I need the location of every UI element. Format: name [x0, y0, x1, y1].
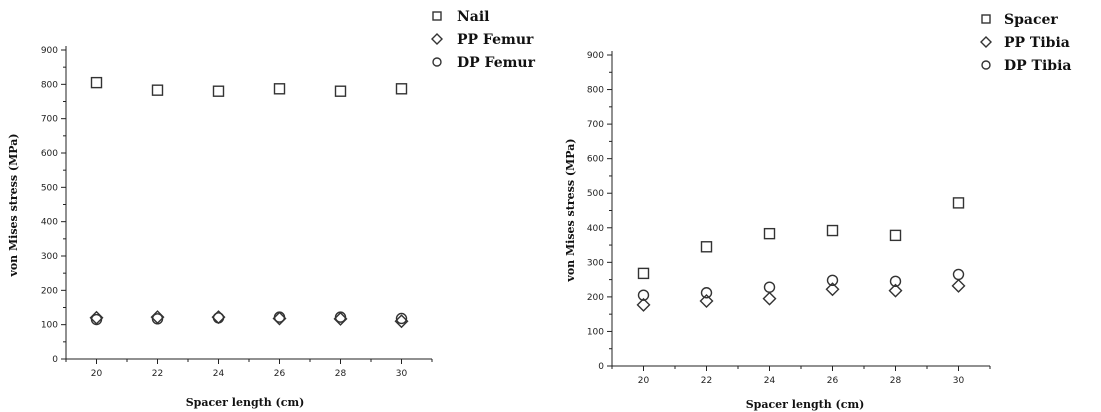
x-tick-label: 20 [638, 376, 650, 386]
y-tick-label: 300 [587, 258, 604, 268]
y-tick-label: 200 [587, 293, 604, 303]
data-point-diamond [699, 294, 714, 309]
legend-label: PP Femur [457, 32, 534, 48]
legend-marker-diamond [980, 36, 992, 48]
data-point-circle [637, 289, 650, 301]
data-point-square [763, 227, 776, 240]
legend-label: PP Tibia [1004, 35, 1070, 51]
chart-panel-1: 0 100 200 300 400 500 600 700 800 900 20 22 24 26 28 30… [7, 9, 536, 409]
legend-label: DP Femur [457, 55, 536, 71]
data-point-square [212, 85, 225, 97]
y-tick-label: 700 [41, 115, 58, 125]
data-point-diamond [888, 283, 903, 298]
data-point-circle [763, 281, 776, 293]
data-point-diamond [762, 291, 777, 306]
y-tick-label: 800 [41, 80, 58, 90]
legend-marker-diamond [431, 33, 443, 45]
series-nail [90, 76, 408, 97]
data-point-square [273, 83, 286, 95]
data-point-square [826, 224, 839, 237]
y-tick-label: 600 [41, 149, 58, 159]
data-point-square [395, 83, 408, 95]
data-point-circle [334, 311, 347, 323]
data-point-circle [952, 268, 965, 281]
data-point-square [889, 229, 902, 242]
y-tick-label: 600 [587, 155, 604, 165]
y-axis-title: von Mises stress (MPa) [564, 138, 577, 282]
y-tick-label: 400 [587, 224, 604, 234]
legend-label: Nail [457, 9, 490, 25]
series-dp-femur [90, 311, 408, 326]
x-axis-title: Spacer length (cm) [186, 396, 305, 409]
data-point-circle [90, 313, 103, 326]
data-point-square [334, 85, 347, 97]
data-point-diamond [636, 297, 651, 312]
y-tick-label: 900 [41, 46, 58, 56]
x-tick-label: 30 [953, 376, 965, 386]
x-tick-label: 28 [335, 369, 347, 379]
data-point-circle [151, 313, 164, 325]
legend-label: Spacer [1004, 12, 1058, 28]
y-tick-label: 0 [52, 355, 58, 365]
x-tick-label: 24 [213, 369, 225, 379]
y-tick-label: 200 [41, 286, 58, 296]
x-axis-title: Spacer length (cm) [746, 398, 865, 411]
x-tick-label: 30 [396, 369, 408, 379]
data-point-diamond [272, 311, 287, 326]
x-tick-label: 20 [91, 369, 103, 379]
x-tick-label: 26 [274, 369, 286, 379]
x-tick-label: 28 [890, 376, 902, 386]
y-tick-label: 700 [587, 120, 604, 130]
y-tick-label: 500 [587, 189, 604, 199]
y-axis-title: von Mises stress (MPa) [7, 133, 20, 277]
series-pp-femur [89, 310, 409, 329]
y-tick-label: 900 [587, 51, 604, 61]
data-point-square [90, 76, 103, 89]
data-point-diamond [394, 314, 409, 329]
series-spacer [637, 197, 965, 280]
chart-panel-2: 0 100 200 300 400 500 600 700 800 900 20 22 24 26 28 30… [564, 12, 1071, 411]
data-point-circle [889, 275, 902, 288]
data-point-circle [273, 311, 286, 323]
x-tick-label: 22 [701, 376, 712, 386]
x-tick-label: 24 [764, 376, 776, 386]
data-point-circle [826, 274, 839, 287]
data-point-square [700, 241, 713, 253]
data-point-diamond [333, 311, 348, 326]
data-point-diamond [951, 278, 966, 293]
series-pp-tibia [636, 278, 966, 312]
legend-marker-square [981, 14, 991, 24]
data-point-circle [395, 312, 408, 325]
y-tick-label: 500 [41, 183, 58, 193]
data-point-square [151, 84, 164, 96]
y-tick-label: 800 [587, 86, 604, 96]
y-tick-label: 400 [41, 218, 58, 228]
y-tick-label: 100 [587, 327, 604, 337]
legend-label: DP Tibia [1004, 58, 1071, 74]
data-point-circle [700, 287, 713, 299]
data-point-diamond [825, 282, 840, 297]
series-dp-tibia [637, 268, 965, 301]
data-point-circle [212, 312, 225, 324]
legend-marker-circle [981, 60, 991, 70]
y-tick-label: 0 [598, 362, 604, 372]
x-tick-label: 22 [152, 369, 163, 379]
y-tick-label: 100 [41, 321, 58, 331]
data-point-square [952, 197, 965, 209]
x-tick-label: 26 [827, 376, 839, 386]
y-tick-label: 300 [41, 252, 58, 262]
legend-marker-square [432, 11, 442, 21]
legend-marker-circle [432, 57, 442, 67]
data-point-square [637, 267, 650, 280]
